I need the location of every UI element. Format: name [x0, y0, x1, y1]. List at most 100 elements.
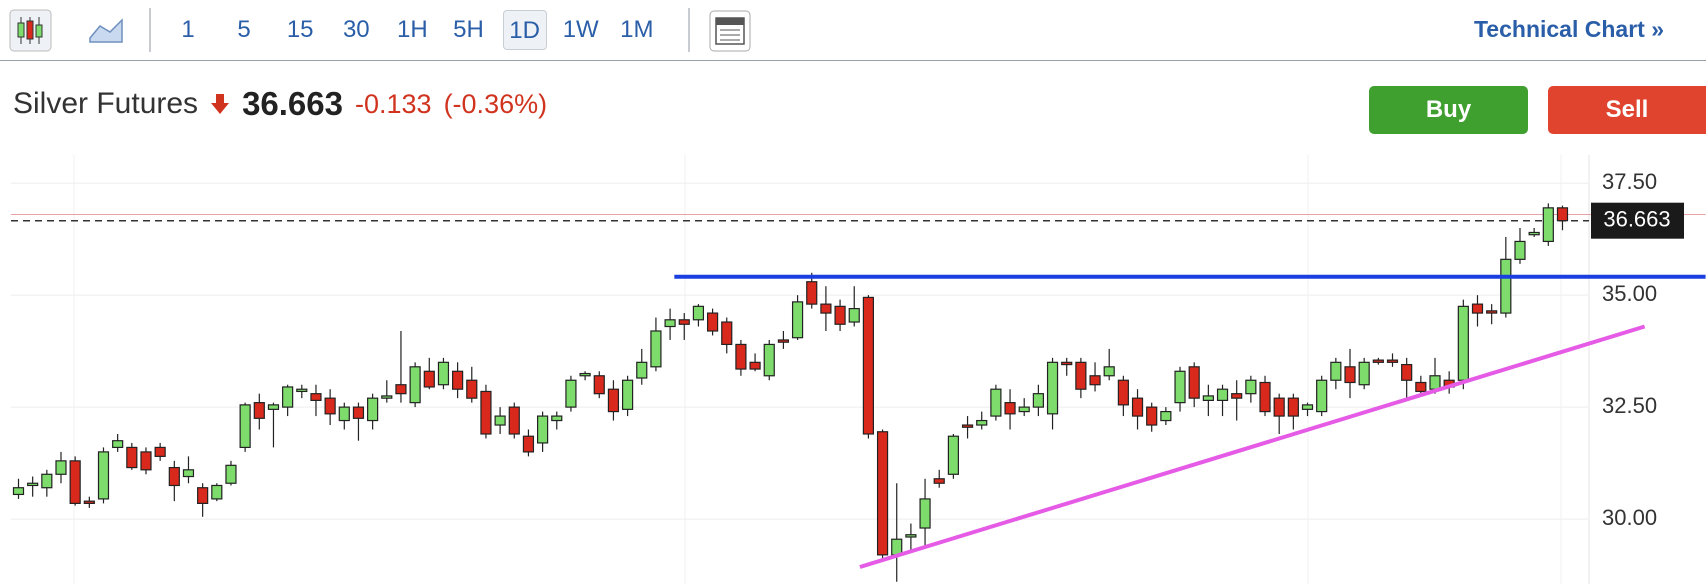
candle-body [1231, 393, 1243, 399]
candle-body [437, 361, 450, 386]
candle-body [1259, 381, 1271, 413]
candle-body [1386, 359, 1399, 363]
candle-body [1514, 240, 1526, 260]
candle-body [820, 303, 832, 314]
candle-body [1273, 397, 1285, 417]
interval-button[interactable]: 1H [397, 16, 428, 43]
candle-body [1471, 303, 1484, 314]
candle-body [565, 379, 577, 408]
candle-body [976, 419, 988, 426]
y-tick-label: 32.50 [1602, 393, 1657, 418]
candle-body [41, 473, 53, 489]
candle-body [112, 440, 124, 449]
candle-body [636, 361, 648, 379]
candle-body [480, 390, 492, 435]
news-icon[interactable] [709, 10, 751, 52]
down-arrow [211, 94, 230, 114]
candle-body [1556, 207, 1569, 222]
last-price: 36.663 [242, 85, 343, 122]
line-icon[interactable] [88, 14, 124, 44]
candle-body [1117, 379, 1129, 406]
candle-body [1316, 379, 1328, 413]
candle-body [1089, 375, 1101, 386]
buy-button[interactable]: Buy [1369, 86, 1528, 134]
candle-body [126, 446, 138, 469]
candle-body [154, 446, 166, 457]
candle-body [522, 435, 535, 453]
candle-body [140, 451, 152, 471]
candle-icon[interactable] [9, 9, 52, 52]
interval-button[interactable]: 1W [562, 16, 599, 43]
candle-body [296, 388, 308, 393]
candle-body [990, 388, 1002, 417]
candle-body [621, 379, 634, 410]
candle-body [168, 466, 180, 487]
candle-body [282, 386, 294, 408]
candle-body [1032, 393, 1044, 408]
candle-body [352, 406, 365, 419]
candle-body [452, 370, 464, 390]
sell-button[interactable]: Sell [1548, 86, 1706, 134]
candle-body [579, 372, 591, 377]
candle-body [494, 415, 506, 426]
candle-body [1146, 406, 1158, 426]
candle-body [961, 424, 974, 428]
y-tick-label: 30.00 [1602, 505, 1657, 530]
candle-body [1415, 381, 1427, 393]
candle-body [919, 498, 931, 529]
candle-body [225, 464, 237, 484]
candle-body [381, 395, 393, 399]
technical-chart-link[interactable]: Technical Chart » [1473, 16, 1664, 42]
candle-body [508, 406, 520, 435]
candle-body [69, 460, 81, 504]
candle-body [1330, 361, 1342, 381]
price-change: -0.133 [355, 88, 432, 119]
drawn-line [859, 324, 1646, 569]
candle-body [1486, 310, 1498, 314]
candle-body [1004, 402, 1016, 415]
candle-body [876, 431, 889, 556]
candle-body [267, 404, 280, 410]
candle-body [338, 406, 350, 422]
interval-button[interactable]: 5 [237, 16, 251, 43]
interval-button[interactable]: 5H [453, 16, 484, 43]
candle-body [806, 281, 818, 305]
candle-body [1301, 404, 1314, 410]
candle-body [763, 343, 775, 377]
interval-button[interactable]: 1 [181, 16, 195, 43]
candle-body [395, 384, 407, 395]
interval-button[interactable]: 15 [286, 16, 314, 43]
candle-body [1500, 258, 1512, 314]
price-label-box [1591, 202, 1684, 239]
candle-body [607, 388, 620, 413]
candle-body [905, 534, 917, 538]
candle-body [1429, 375, 1441, 390]
candle-body [1358, 361, 1370, 386]
candle-body [1542, 207, 1554, 243]
toolbar: 1 5 15 30 1H 5H 1D 1W 1M Technical Chart » [0, 0, 1706, 61]
chart: 37.50 35.00 32.50 30.00 36.663 [10, 155, 1706, 584]
candle-body [1372, 359, 1384, 363]
candle-body [593, 375, 605, 395]
candle-body [1457, 305, 1469, 381]
candle-body [423, 370, 435, 388]
candle-body [466, 379, 478, 399]
candle-body [1202, 395, 1214, 401]
interval-button[interactable]: 30 [342, 16, 370, 43]
interval-button[interactable]: 1M [620, 16, 654, 43]
candle-body [834, 305, 846, 325]
candle-body [253, 402, 265, 419]
candle-body [239, 404, 251, 449]
quote-header: Silver Futures 36.663 -0.133 (-0.36%) [13, 84, 547, 124]
percent-change: (-0.36%) [443, 88, 548, 119]
candle-body [310, 393, 322, 401]
candle-body [692, 305, 705, 321]
candle-body [1528, 231, 1540, 236]
candle-body [749, 361, 761, 370]
candle-body [537, 415, 549, 444]
interval-button[interactable]: 1D [502, 10, 547, 50]
candle-body [650, 330, 662, 368]
candle-body [791, 301, 804, 339]
candle-body [1401, 363, 1413, 381]
